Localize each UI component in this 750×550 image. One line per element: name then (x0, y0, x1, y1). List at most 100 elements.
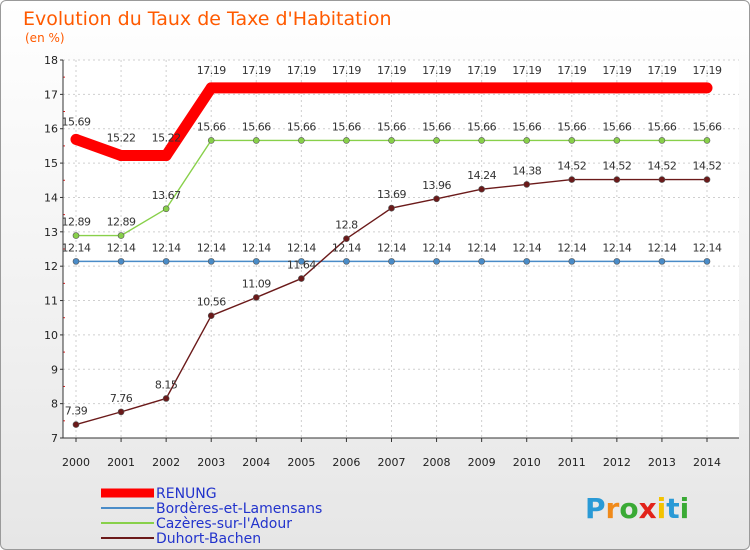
data-point (295, 82, 307, 94)
data-point (117, 258, 125, 265)
y-tick-label: 18 (44, 54, 58, 67)
data-point (386, 82, 397, 94)
data-point (703, 258, 711, 265)
data-label: 7.76 (110, 392, 133, 405)
data-label: 13.96 (422, 179, 451, 192)
y-tick-label: 15 (44, 157, 58, 170)
data-label: 15.66 (602, 120, 631, 133)
data-label: 17.19 (602, 64, 631, 77)
x-tick-label: 2008 (423, 456, 451, 469)
y-tick-label: 8 (51, 398, 58, 411)
axes: 7 8 9 10 11 12 13 14 15 16 17 18 2000 2001 2002 2003 200… (44, 54, 739, 469)
data-label: 17.19 (332, 64, 361, 77)
legend: RENUNGBordères-et-LamensansCazères-sur-l… (101, 486, 322, 547)
data-point (207, 258, 215, 265)
legend-label: Bordères-et-Lamensans (156, 501, 322, 517)
data-label: 17.19 (512, 64, 541, 77)
data-point (343, 235, 350, 242)
data-point (611, 82, 623, 94)
data-label: 12.14 (197, 241, 226, 254)
data-label: 15.66 (422, 120, 451, 133)
data-point (72, 421, 80, 428)
data-point (298, 258, 305, 265)
data-label: 14.52 (602, 160, 631, 173)
x-tick-label: 2006 (332, 456, 360, 469)
logo-text: Proxiti (585, 492, 689, 525)
x-tick-label: 2005 (287, 456, 315, 469)
data-point (117, 232, 125, 239)
grid (63, 59, 739, 439)
data-point (523, 137, 531, 144)
data-label: 15.66 (377, 120, 406, 133)
data-label: 17.19 (647, 64, 676, 77)
data-point (523, 258, 531, 265)
proxiti-logo: Proxiti (585, 492, 689, 525)
data-point (613, 176, 621, 183)
data-point (388, 137, 395, 144)
data-point (433, 258, 440, 265)
legend-label: RENUNG (156, 486, 217, 502)
plot-area (63, 60, 739, 438)
data-point (250, 82, 262, 94)
data-point (252, 258, 260, 265)
data-label: 15.66 (287, 120, 316, 133)
x-tick-label: 2002 (152, 456, 180, 469)
y-tick-label: 12 (44, 260, 58, 273)
data-label: 17.19 (467, 64, 496, 77)
x-tick-label: 2001 (107, 456, 135, 469)
data-label: 12.8 (335, 219, 358, 232)
data-label: 15.66 (242, 120, 271, 133)
data-label: 12.14 (377, 241, 406, 254)
y-tick-label: 9 (51, 363, 58, 376)
logo-letter: o (619, 492, 638, 525)
data-label: 12.14 (512, 241, 541, 254)
data-point (476, 82, 488, 94)
data-point (298, 137, 305, 144)
data-label: 12.89 (62, 216, 91, 229)
data-label: 15.22 (107, 132, 136, 145)
data-point (658, 258, 666, 265)
data-label: 12.14 (467, 241, 496, 254)
data-label: 17.19 (377, 64, 406, 77)
data-point (160, 150, 172, 162)
data-label: 15.66 (197, 120, 226, 133)
y-tick-label: 17 (44, 88, 58, 101)
data-point (703, 176, 711, 183)
logo-letter: i (680, 492, 690, 525)
data-point (162, 258, 170, 265)
data-label: 15.22 (152, 132, 181, 145)
data-label: 11.64 (287, 259, 316, 272)
data-label: 15.66 (647, 120, 676, 133)
data-labels: 15.69 15.22 15.22 17.19 17.19 17.19 17.19 17.19… (62, 64, 723, 418)
x-tick-label: 2014 (693, 456, 721, 469)
data-label: 12.14 (152, 241, 181, 254)
data-point (568, 258, 576, 265)
logo-letter: P (585, 492, 606, 525)
legend-label: Cazères-sur-l'Adour (156, 516, 292, 532)
data-label: 14.52 (557, 160, 586, 173)
x-tick-label: 2012 (603, 456, 631, 469)
data-label: 8.15 (155, 378, 178, 391)
data-label: 15.69 (62, 115, 91, 128)
data-point (388, 204, 395, 212)
data-label: 12.14 (287, 241, 316, 254)
y-tick-label: 10 (44, 329, 58, 342)
data-point (252, 294, 260, 301)
data-label: 13.69 (377, 188, 406, 201)
data-label: 14.24 (467, 169, 496, 182)
data-point (343, 137, 350, 144)
data-point (568, 176, 576, 183)
data-label: 12.14 (602, 241, 631, 254)
data-label: 15.66 (332, 120, 361, 133)
y-tick-label: 11 (44, 295, 58, 308)
data-label: 17.19 (693, 64, 722, 77)
data-point (115, 150, 127, 162)
data-label: 10.56 (197, 296, 226, 309)
data-label: 15.66 (693, 120, 722, 133)
data-point (701, 82, 713, 94)
data-point (162, 205, 170, 213)
data-point (613, 258, 621, 265)
data-point (207, 137, 215, 144)
y-tick-label: 14 (44, 191, 58, 204)
